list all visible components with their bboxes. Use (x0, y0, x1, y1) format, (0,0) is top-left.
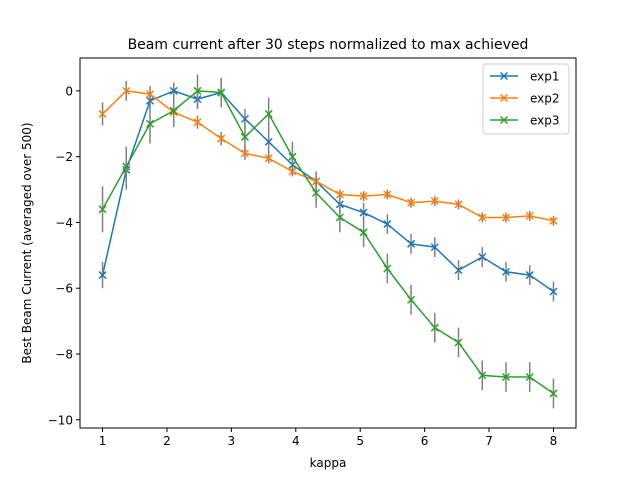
x-tick-label: 8 (550, 434, 558, 448)
x-tick-label: 2 (163, 434, 171, 448)
legend-label: exp1 (530, 70, 560, 84)
data-point-marker (383, 220, 392, 229)
data-point-marker (335, 190, 344, 199)
series-exp3 (98, 74, 558, 409)
data-point-marker (478, 213, 487, 222)
data-point-marker (264, 137, 273, 146)
data-point-marker (335, 213, 344, 222)
data-point-marker (193, 118, 202, 127)
data-point-marker (549, 287, 558, 296)
data-point-marker (169, 86, 178, 95)
series-line-exp2 (102, 90, 554, 222)
legend-entry-exp1: exp1 (490, 70, 560, 84)
data-point-marker (145, 119, 155, 128)
data-point-marker (98, 109, 107, 118)
y-tick-label: −10 (48, 413, 73, 427)
data-point-marker (407, 198, 416, 207)
series-exp2 (98, 81, 558, 226)
data-point-marker (217, 134, 226, 143)
legend-label: exp3 (530, 114, 560, 128)
x-tick-label: 4 (292, 434, 300, 448)
plot-series (98, 74, 558, 409)
data-point-marker (122, 86, 131, 95)
data-point-marker (454, 200, 463, 209)
data-point-marker (549, 216, 558, 225)
data-point-marker (98, 205, 107, 214)
series-line-exp1 (101, 90, 554, 293)
data-point-marker (383, 264, 392, 273)
series-line-exp3 (101, 90, 554, 395)
x-tick-label: 3 (228, 434, 236, 448)
data-point-marker (407, 295, 416, 304)
legend-marker (499, 71, 509, 81)
plot-frame (79, 57, 577, 429)
data-point-marker (240, 114, 249, 123)
y-tick-label: −8 (55, 348, 73, 362)
data-point-marker (264, 154, 273, 163)
data-point-marker (122, 162, 131, 171)
y-axis-label: Best Beam Current (averaged over 500) (20, 122, 34, 363)
data-point-marker (169, 106, 178, 115)
legend-label: exp2 (530, 92, 560, 106)
data-point-marker (359, 208, 368, 217)
y-tick-label: −6 (55, 282, 73, 296)
data-point-marker (217, 88, 226, 97)
data-point-marker (478, 252, 487, 262)
data-point-marker (359, 228, 368, 237)
data-point-marker (240, 132, 249, 141)
data-point-marker (264, 109, 273, 118)
data-point-marker (430, 197, 439, 206)
data-point-marker (240, 149, 249, 158)
x-axis-label: kappa (310, 456, 347, 470)
x-tick-label: 5 (356, 434, 364, 448)
data-point-marker (454, 266, 463, 275)
legend-box (482, 63, 570, 135)
data-point-marker (501, 213, 511, 222)
chart-title: Beam current after 30 steps normalized t… (128, 37, 529, 53)
data-point-marker (288, 152, 297, 161)
data-point-marker (525, 372, 534, 382)
data-point-marker (383, 190, 392, 199)
data-point-marker (193, 86, 202, 95)
data-point-marker (288, 167, 297, 176)
data-point-marker (501, 372, 511, 382)
legend: exp1 exp2 exp3 (482, 63, 570, 135)
data-point-marker (98, 271, 107, 280)
legend-entry-exp3: exp3 (490, 114, 560, 128)
data-point-marker (501, 267, 511, 276)
data-point-marker (478, 371, 487, 380)
y-tick-label: −2 (55, 150, 73, 164)
data-point-marker (359, 192, 368, 201)
x-tick-label: 1 (99, 434, 107, 448)
y-tick-label: −4 (55, 216, 73, 230)
data-point-marker (145, 90, 155, 99)
data-point-marker (407, 239, 416, 248)
data-point-marker (525, 271, 534, 280)
legend-entry-exp2: exp2 (490, 92, 560, 106)
x-tick-label: 7 (485, 434, 493, 448)
legend-marker (499, 115, 509, 125)
data-point-marker (525, 211, 534, 220)
data-point-marker (430, 243, 439, 252)
axis-ticks: 1 2 3 4 5 6 7 8 0 −2 −4 −6 −8 −10 (48, 84, 558, 448)
data-point-marker (549, 389, 558, 398)
data-point-marker (454, 338, 463, 347)
data-point-marker (430, 323, 439, 332)
data-point-marker (312, 188, 321, 197)
y-tick-label: 0 (65, 84, 73, 98)
legend-marker (499, 93, 509, 103)
x-tick-label: 6 (421, 434, 429, 448)
